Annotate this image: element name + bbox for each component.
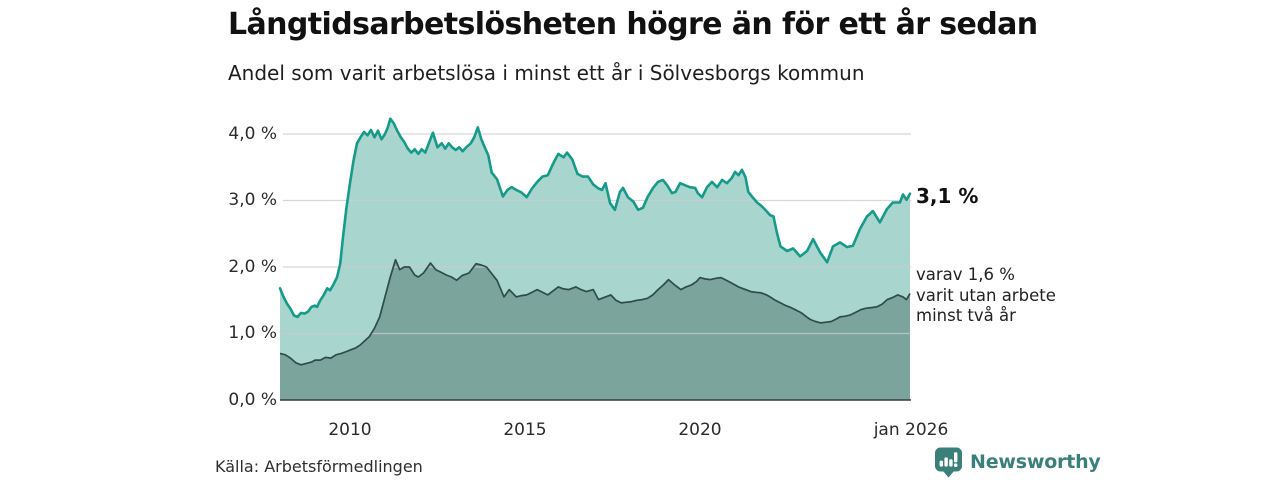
- y-axis-tick-4: 4,0 %: [228, 124, 277, 144]
- x-axis-tick-jan-2026: jan 2026: [873, 420, 949, 440]
- page-title: Långtidsarbetslösheten högre än för ett …: [228, 7, 1038, 42]
- x-axis-tick-2015: 2015: [503, 420, 547, 440]
- brand-name: Newsworthy: [970, 451, 1101, 473]
- series2-area: [280, 259, 910, 400]
- series2-annotation: varav 1,6 % varit utan arbete minst två …: [916, 265, 1056, 325]
- newsworthy-logo: Newsworthy: [934, 446, 1101, 478]
- bar-chart-pin-icon: [935, 447, 962, 478]
- series1-end-value-label: 3,1 %: [916, 184, 979, 208]
- source-attribution: Källa: Arbetsförmedlingen: [215, 457, 423, 476]
- y-axis-tick-0: 0,0 %: [228, 390, 277, 410]
- y-axis-tick-2: 2,0 %: [228, 257, 277, 277]
- x-axis-tick-2020: 2020: [678, 420, 722, 440]
- y-axis-tick-1: 1,0 %: [228, 323, 277, 343]
- series1-line: [278, 117, 912, 319]
- x-axis-tick-2010: 2010: [328, 420, 372, 440]
- y-axis-tick-3: 3,0 %: [228, 190, 277, 210]
- series2-line: [279, 258, 911, 366]
- chart-subtitle: Andel som varit arbetslösa i minst ett å…: [228, 61, 865, 85]
